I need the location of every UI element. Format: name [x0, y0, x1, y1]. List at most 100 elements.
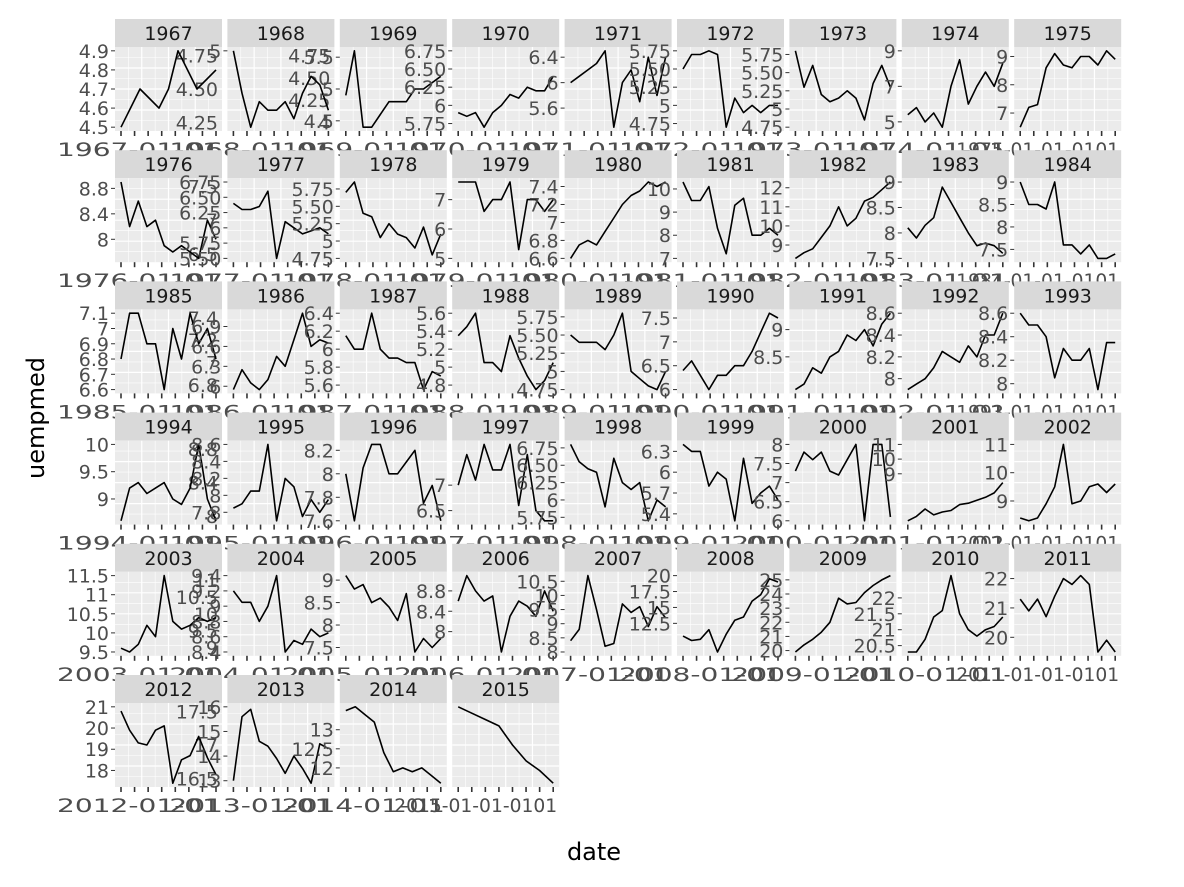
y-tick-label: 6.50 [179, 187, 221, 209]
series-line [345, 575, 442, 653]
y-tick-label: 8.5 [866, 197, 896, 219]
facet-strip-label: 1967 [144, 23, 192, 45]
y-tick-label: 5 [322, 79, 334, 101]
series-line [345, 181, 442, 256]
y-tick-label-overlap: 11 [194, 570, 218, 592]
y-tick-label: 9 [97, 489, 109, 511]
facet-strip [789, 150, 897, 179]
facet-strip [564, 543, 672, 572]
facet-strip-label: 1992 [931, 285, 979, 307]
y-tick-label: 6.6 [79, 380, 109, 402]
facet-strip [677, 150, 784, 179]
y-tick-label: 5.4 [416, 321, 446, 343]
y-tick-label: 10 [647, 179, 671, 201]
y-tick-label: 7.1 [79, 303, 109, 325]
series-line [232, 190, 329, 260]
facet-strip-label: 2008 [706, 548, 754, 570]
x-tick-labels-overlapping: 2015-01-01-0101 [394, 795, 557, 817]
series-line [569, 181, 666, 259]
y-tick-label: 6.5 [753, 492, 783, 514]
y-tick-label: 6.4 [304, 303, 334, 325]
y-tick-label: 8 [884, 369, 896, 391]
y-tick-label: 8.5 [304, 593, 334, 615]
y-tick-label: 8 [996, 75, 1008, 97]
series-line [457, 706, 554, 784]
y-tick-label: 4.75 [516, 380, 558, 402]
y-tick-label: 9 [996, 172, 1008, 194]
facet-strip [115, 412, 222, 441]
x-tick-labels-overlapping: 2009-01-01 [731, 664, 894, 686]
y-tick-label: 6.50 [404, 59, 446, 81]
series-line [794, 443, 892, 522]
y-tick-label: 12 [759, 178, 783, 200]
facet-strip [1014, 281, 1122, 310]
y-tick-label: 5 [547, 361, 559, 383]
y-tick-label: 13 [197, 771, 221, 793]
y-tick-label-overlap: 9 [206, 637, 218, 659]
facet-strip-label: 1984 [1044, 154, 1092, 176]
y-tick-label: 21.5 [853, 604, 895, 626]
facet-strip [339, 19, 447, 47]
y-tick-label: 5.25 [629, 77, 671, 99]
facet-strip [789, 412, 897, 441]
y-tick-label: 6 [771, 511, 783, 533]
y-tick-label: 5 [659, 95, 671, 117]
y-tick-label: 7 [771, 473, 783, 495]
y-tick-label: 5.4 [641, 504, 671, 526]
series-line [682, 443, 779, 522]
facet-strip [1014, 543, 1122, 572]
y-tick-label: 18 [85, 760, 109, 782]
y-tick-label: 9.5 [79, 462, 109, 484]
facet-strip-label: 2013 [257, 679, 305, 701]
facet-strip [115, 675, 222, 703]
x-tick-labels-overlapping: 2010-01-01 [844, 664, 1007, 686]
y-tick-label: 5.50 [179, 248, 221, 270]
series-line [457, 574, 554, 653]
y-tick-label: 9 [547, 614, 559, 636]
series-line [232, 574, 329, 653]
y-tick-label: 6 [209, 218, 221, 240]
series-line [345, 443, 442, 522]
y-tick-label: 5.2 [416, 339, 446, 361]
y-tick-label: 7.4 [528, 177, 558, 199]
y-tick-label: 10 [984, 463, 1008, 485]
x-tick-labels-overlapping: 2011-01-01-0101 [956, 664, 1119, 686]
y-tick-label: 6.2 [304, 321, 334, 343]
facet-strip [227, 281, 335, 310]
y-tick-label: 7 [884, 76, 896, 98]
facet-strip-label: 1981 [706, 154, 754, 176]
facet-strip-label: 1986 [257, 285, 305, 307]
y-tick-label: 8 [322, 615, 334, 637]
y-tick-label: 6 [434, 219, 446, 241]
y-tick-label: 6.9 [191, 316, 221, 338]
y-tick-label: 9.5 [79, 642, 109, 664]
facet-strip [115, 543, 222, 572]
series-line [570, 312, 667, 391]
y-tick-label: 12.5 [291, 739, 333, 761]
facet-strip-label: 1993 [1044, 285, 1092, 307]
y-tick-label: 9 [884, 464, 896, 486]
facet-strip [115, 150, 222, 179]
y-tick-label-overlap: 6.5 [188, 244, 218, 266]
y-tick-label: 6 [547, 490, 559, 512]
facet-strip-label: 1975 [1044, 23, 1092, 45]
facet-strip [901, 412, 1009, 441]
y-tick-label: 8.4 [79, 204, 109, 226]
series-line [682, 181, 779, 255]
y-tick-label: 5 [434, 248, 446, 270]
series-line [907, 58, 1004, 128]
y-tick-label: 8.2 [978, 350, 1008, 372]
y-tick-label: 8.2 [304, 440, 334, 462]
y-tick-label: 7 [434, 190, 446, 212]
y-tick-label: 10.5 [67, 604, 109, 626]
y-tick-label: 9.4 [191, 566, 221, 588]
series-line [345, 312, 442, 391]
facet-strip [564, 412, 672, 441]
y-tick-label: 6.8 [528, 230, 558, 252]
y-tick-label: 9.2 [191, 581, 221, 603]
series-line [1019, 181, 1116, 260]
y-tick-label: 10 [759, 216, 783, 238]
y-tick-label: 11.5 [67, 566, 109, 588]
facet-strip-label: 2004 [257, 548, 305, 570]
y-tick-label: 8.6 [978, 303, 1008, 325]
